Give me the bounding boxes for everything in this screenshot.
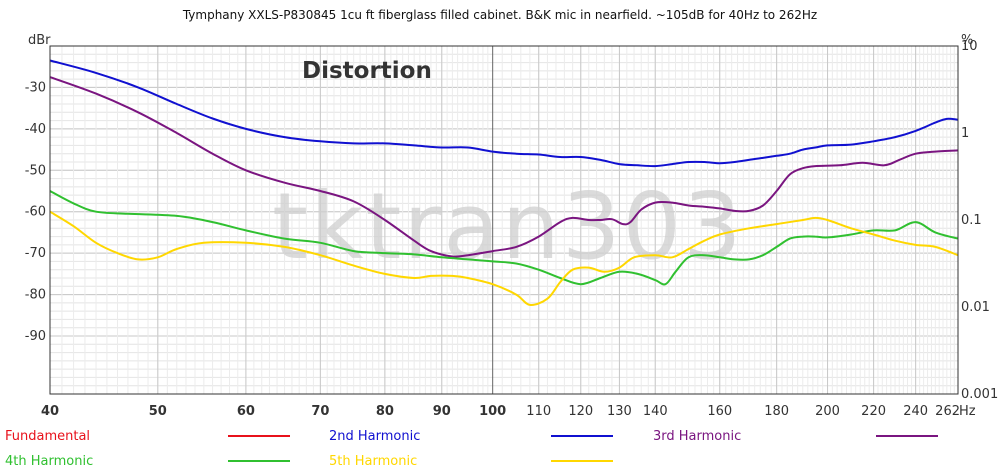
y-tick-label-left: -60 — [25, 205, 46, 220]
x-tick-label: 262 — [935, 404, 960, 419]
x-tick-label: 110 — [526, 404, 551, 419]
series-line-3rd-harmonic — [49, 76, 959, 258]
x-tick-labels: 40 50 60 70 80 90 100 110 120 130 140 160 180 200 220 2… — [41, 404, 960, 419]
y-tick-label-left: -50 — [25, 163, 46, 178]
y-tick-label-left: -90 — [25, 329, 46, 344]
series-line-2nd-harmonic — [49, 59, 959, 168]
y-tick-label-left: -40 — [25, 122, 46, 137]
x-tick-label: 60 — [237, 404, 255, 419]
x-tick-label: 130 — [607, 404, 632, 419]
y-tick-label-right: 0.001 — [961, 387, 998, 402]
x-tick-label: 70 — [311, 404, 329, 419]
x-tick-label: 40 — [41, 404, 59, 419]
y-axis-right-label: % — [961, 33, 973, 48]
legend-label-fundamental: Fundamental — [5, 429, 90, 444]
x-tick-label: 160 — [707, 404, 732, 419]
legend-label-4th-harmonic: 4th Harmonic — [5, 454, 93, 469]
legend-label-5th-harmonic: 5th Harmonic — [329, 454, 417, 469]
x-axis-unit-label: Hz — [959, 404, 976, 419]
legend-label-2nd-harmonic: 2nd Harmonic — [329, 429, 420, 444]
x-tick-label: 240 — [903, 404, 928, 419]
series-line-4th-harmonic — [49, 190, 959, 286]
x-tick-label: 180 — [764, 404, 789, 419]
x-tick-label: 140 — [643, 404, 668, 419]
y-tick-label-left: -70 — [25, 246, 46, 261]
plot-frame — [49, 45, 959, 395]
chart-title: Tymphany XXLS-P830845 1cu ft fiberglass … — [182, 8, 817, 22]
series-group — [49, 59, 959, 306]
y-tick-label-right: 10 — [961, 39, 978, 54]
legend-label-3rd-harmonic: 3rd Harmonic — [653, 429, 741, 444]
y-tick-label-right: 0.1 — [961, 213, 982, 228]
y-tick-label-left: -30 — [25, 80, 46, 95]
x-tick-label: 200 — [815, 404, 840, 419]
x-tick-label: 80 — [376, 404, 394, 419]
y-tick-label-left: -80 — [25, 288, 46, 303]
x-tick-label: 220 — [861, 404, 886, 419]
series-line-5th-harmonic — [49, 210, 959, 306]
x-tick-label: 50 — [149, 404, 167, 419]
y-tick-label-right: 0.01 — [961, 300, 990, 315]
watermark: tktran303 — [272, 173, 744, 280]
legend: Fundamental 2nd Harmonic 3rd Harmonic 4th H… — [5, 429, 938, 469]
x-tick-label: 120 — [568, 404, 593, 419]
y-axis-left-label: dBr — [28, 33, 51, 48]
x-tick-label: 90 — [433, 404, 451, 419]
chart-annotation: Distortion — [302, 58, 432, 84]
x-tick-label: 100 — [479, 404, 506, 419]
y-tick-labels-left: -30 -40 -50 -60 -70 -80 -90 — [25, 80, 46, 344]
y-tick-labels-right: 10 1 0.1 0.01 0.001 — [961, 39, 998, 402]
y-tick-label-right: 1 — [961, 126, 969, 141]
